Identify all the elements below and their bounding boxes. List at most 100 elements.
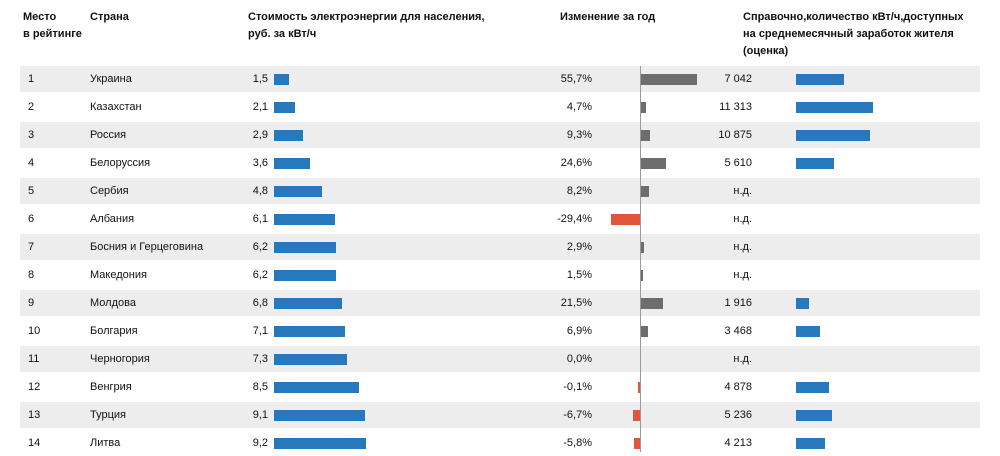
- country-cell: Сербия: [90, 185, 129, 197]
- kwh-label: 10 875: [718, 129, 752, 141]
- price-bar: [274, 354, 347, 365]
- rank-cell: 11: [28, 353, 40, 365]
- price-label: 2,9: [252, 129, 268, 141]
- header-price-line-2: руб. за кВт/ч: [248, 28, 317, 40]
- table-row: 9 Молдова 6,8 21,5% 1 916: [20, 290, 980, 316]
- change-label: -29,4%: [557, 213, 592, 225]
- country-cell: Босния и Герцеговина: [90, 241, 204, 253]
- rank-cell: 7: [28, 241, 35, 253]
- change-label: 8,2%: [566, 185, 592, 197]
- change-bar-positive: [641, 130, 651, 141]
- table-row: 7 Босния и Герцеговина 6,2 2,9% н.д.: [20, 234, 980, 260]
- price-bar: [274, 130, 303, 141]
- header-price: Стоимость электроэнергии для населения, …: [248, 9, 485, 43]
- rank-cell: 12: [28, 381, 41, 393]
- rank-cell: 4: [28, 157, 35, 169]
- header-price-line-1: Стоимость электроэнергии для населения,: [248, 11, 485, 23]
- change-label: -5,8%: [563, 437, 592, 449]
- price-bar: [274, 410, 365, 421]
- price-bar: [274, 438, 366, 449]
- change-label: 2,9%: [566, 241, 592, 253]
- kwh-bar: [796, 382, 830, 393]
- change-bar-positive: [641, 270, 643, 281]
- header-change-text: Изменение за год: [560, 11, 656, 23]
- kwh-bar: [796, 102, 874, 113]
- kwh-bar: [796, 158, 835, 169]
- price-label: 2,1: [252, 101, 268, 113]
- country-cell: Черногория: [90, 353, 150, 365]
- change-bar-positive: [641, 242, 644, 253]
- price-bar: [274, 382, 359, 393]
- table-row: 12 Венгрия 8,5 -0,1% 4 878: [20, 374, 980, 400]
- rank-cell: 9: [28, 297, 35, 309]
- kwh-label: 3 468: [724, 325, 752, 337]
- price-label: 3,6: [252, 157, 268, 169]
- price-label: 8,5: [252, 381, 268, 393]
- price-bar: [274, 214, 335, 225]
- country-cell: Россия: [90, 129, 127, 141]
- kwh-bar: [796, 410, 832, 421]
- rank-cell: 8: [28, 269, 35, 281]
- price-label: 7,1: [252, 325, 268, 337]
- price-bar: [274, 186, 322, 197]
- kwh-label: 5 610: [724, 157, 752, 169]
- table-row: 5 Сербия 4,8 8,2% н.д.: [20, 178, 980, 204]
- change-label: 6,9%: [566, 325, 592, 337]
- header-kwh-line-1: Справочно,количество кВт/ч,доступных: [743, 11, 964, 23]
- kwh-label: н.д.: [733, 353, 752, 365]
- country-cell: Болгария: [90, 325, 138, 337]
- change-bar-positive: [641, 298, 663, 309]
- change-label: 1,5%: [566, 269, 592, 281]
- country-cell: Венгрия: [90, 381, 132, 393]
- table-row: 8 Македония 6,2 1,5% н.д.: [20, 262, 980, 288]
- header-kwh-line-3: (оценка): [743, 45, 789, 57]
- table-row: 2 Казахстан 2,1 4,7% 11 313: [20, 94, 980, 120]
- country-cell: Македония: [90, 269, 147, 281]
- price-bar: [274, 242, 336, 253]
- change-bar-positive: [641, 102, 646, 113]
- change-label: 9,3%: [566, 129, 592, 141]
- table-row: 13 Турция 9,1 -6,7% 5 236: [20, 402, 980, 428]
- kwh-bar: [796, 438, 825, 449]
- kwh-label: 7 042: [724, 73, 752, 85]
- kwh-label: 1 916: [724, 297, 752, 309]
- country-cell: Литва: [90, 437, 121, 449]
- table-row: 3 Россия 2,9 9,3% 10 875: [20, 122, 980, 148]
- country-cell: Украина: [90, 73, 132, 85]
- table-row: 10 Болгария 7,1 6,9% 3 468: [20, 318, 980, 344]
- price-label: 6,8: [252, 297, 268, 309]
- change-bar-positive: [641, 186, 650, 197]
- kwh-label: 4 878: [724, 381, 752, 393]
- kwh-bar: [796, 326, 820, 337]
- price-bar: [274, 74, 289, 85]
- price-label: 6,1: [252, 213, 268, 225]
- rank-cell: 3: [28, 129, 35, 141]
- price-bar: [274, 326, 345, 337]
- price-bar: [274, 298, 342, 309]
- change-bar-negative: [633, 410, 640, 421]
- rank-cell: 14: [28, 437, 41, 449]
- price-label: 4,8: [252, 185, 268, 197]
- table-row: 14 Литва 9,2 -5,8% 4 213: [20, 430, 980, 456]
- price-label: 7,3: [252, 353, 268, 365]
- kwh-label: н.д.: [733, 185, 752, 197]
- header-kwh-line-2: на среднемесячный заработок жителя: [743, 28, 954, 40]
- country-cell: Албания: [90, 213, 135, 225]
- header-kwh: Справочно,количество кВт/ч,доступных на …: [743, 9, 964, 60]
- price-label: 9,1: [252, 409, 268, 421]
- price-bar: [274, 270, 336, 281]
- price-label: 6,2: [252, 241, 268, 253]
- change-label: -6,7%: [563, 409, 592, 421]
- price-bar: [274, 158, 310, 169]
- kwh-bar: [796, 130, 871, 141]
- header-rank: Место в рейтинге: [23, 9, 82, 43]
- header-country: Страна: [90, 9, 129, 26]
- price-bar: [274, 102, 295, 113]
- change-label: 55,7%: [560, 73, 592, 85]
- rank-cell: 1: [28, 73, 35, 85]
- kwh-label: 11 313: [719, 101, 752, 113]
- kwh-label: 4 213: [724, 437, 752, 449]
- kwh-label: н.д.: [733, 213, 752, 225]
- change-bar-positive: [641, 74, 697, 85]
